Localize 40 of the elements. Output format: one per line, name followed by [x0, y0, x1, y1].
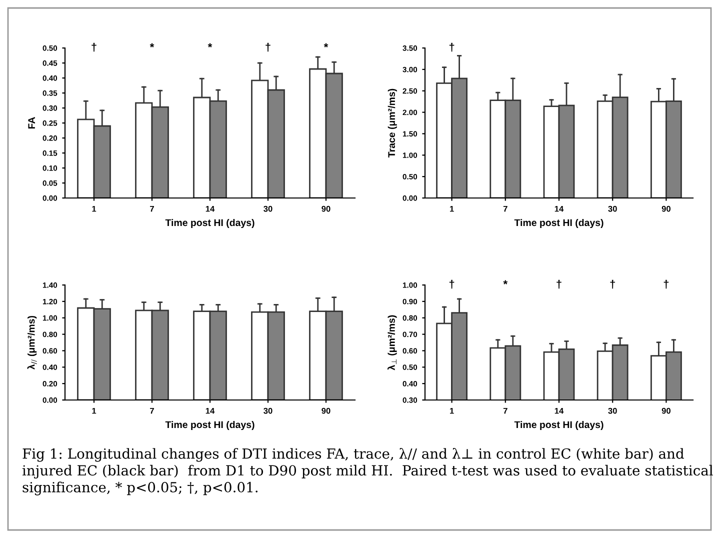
x-tick-label: 14: [554, 206, 564, 212]
text: *: [208, 43, 212, 48]
x-tick-label: 7: [503, 408, 508, 414]
y-axis-title: Trace (μm²/ms): [388, 88, 397, 158]
annotation: †: [92, 42, 96, 52]
x-tick-label: 30: [608, 408, 617, 414]
x-tick-label: 90: [322, 206, 330, 212]
annotation: †: [610, 280, 615, 289]
x-axis-title: Time post HI (days): [514, 218, 604, 228]
x-tick-label: 1: [450, 408, 454, 414]
x-tick-label: 90: [662, 206, 670, 212]
text: *: [324, 43, 328, 48]
x-tick-label: 30: [264, 206, 272, 212]
x-tick-label: 30: [264, 408, 272, 414]
x-tick-label: 90: [662, 408, 670, 414]
x-tick-label: 14: [554, 408, 564, 414]
x-axis-title: Time post HI (days): [165, 218, 254, 228]
x-tick-label: 7: [150, 408, 154, 414]
x-tick-label: 7: [503, 206, 508, 212]
y-axis-title: λ$_{//}$ (μm²/ms): [27, 316, 37, 370]
x-axis-title: Time post HI (days): [165, 420, 254, 430]
x-tick-label: 14: [206, 408, 215, 414]
x-tick-label: 1: [92, 408, 96, 414]
y-axis-title: FA: [28, 117, 35, 129]
text: *: [503, 280, 508, 284]
x-tick-label: 1: [450, 206, 454, 212]
x-tick-label: 7: [150, 206, 154, 212]
annotation: †: [266, 42, 270, 52]
annotation: †: [556, 280, 562, 289]
x-tick-label: 90: [322, 408, 330, 414]
caption: Fig 1: Longitudinal changes of DTI indices FA, trace, λ// and λ⊥ in control EC (white bar) and injured EC (black bar) from D1 to D90 post mild HI. Paired t-test was used to evaluate statistical significance, * p<0.05; †, p<0.01.: [22, 448, 713, 496]
annotation: †: [449, 42, 454, 52]
x-tick-label: 1: [92, 206, 96, 212]
x-tick-label: 14: [206, 206, 215, 212]
y-axis-title: λ$_{⊥}$ (μm²/ms): [388, 315, 397, 370]
x-axis-title: Time post HI (days): [514, 420, 604, 430]
x-tick-label: 30: [608, 206, 617, 212]
annotation: †: [449, 280, 454, 289]
annotation: †: [664, 280, 669, 289]
text: *: [150, 43, 154, 48]
